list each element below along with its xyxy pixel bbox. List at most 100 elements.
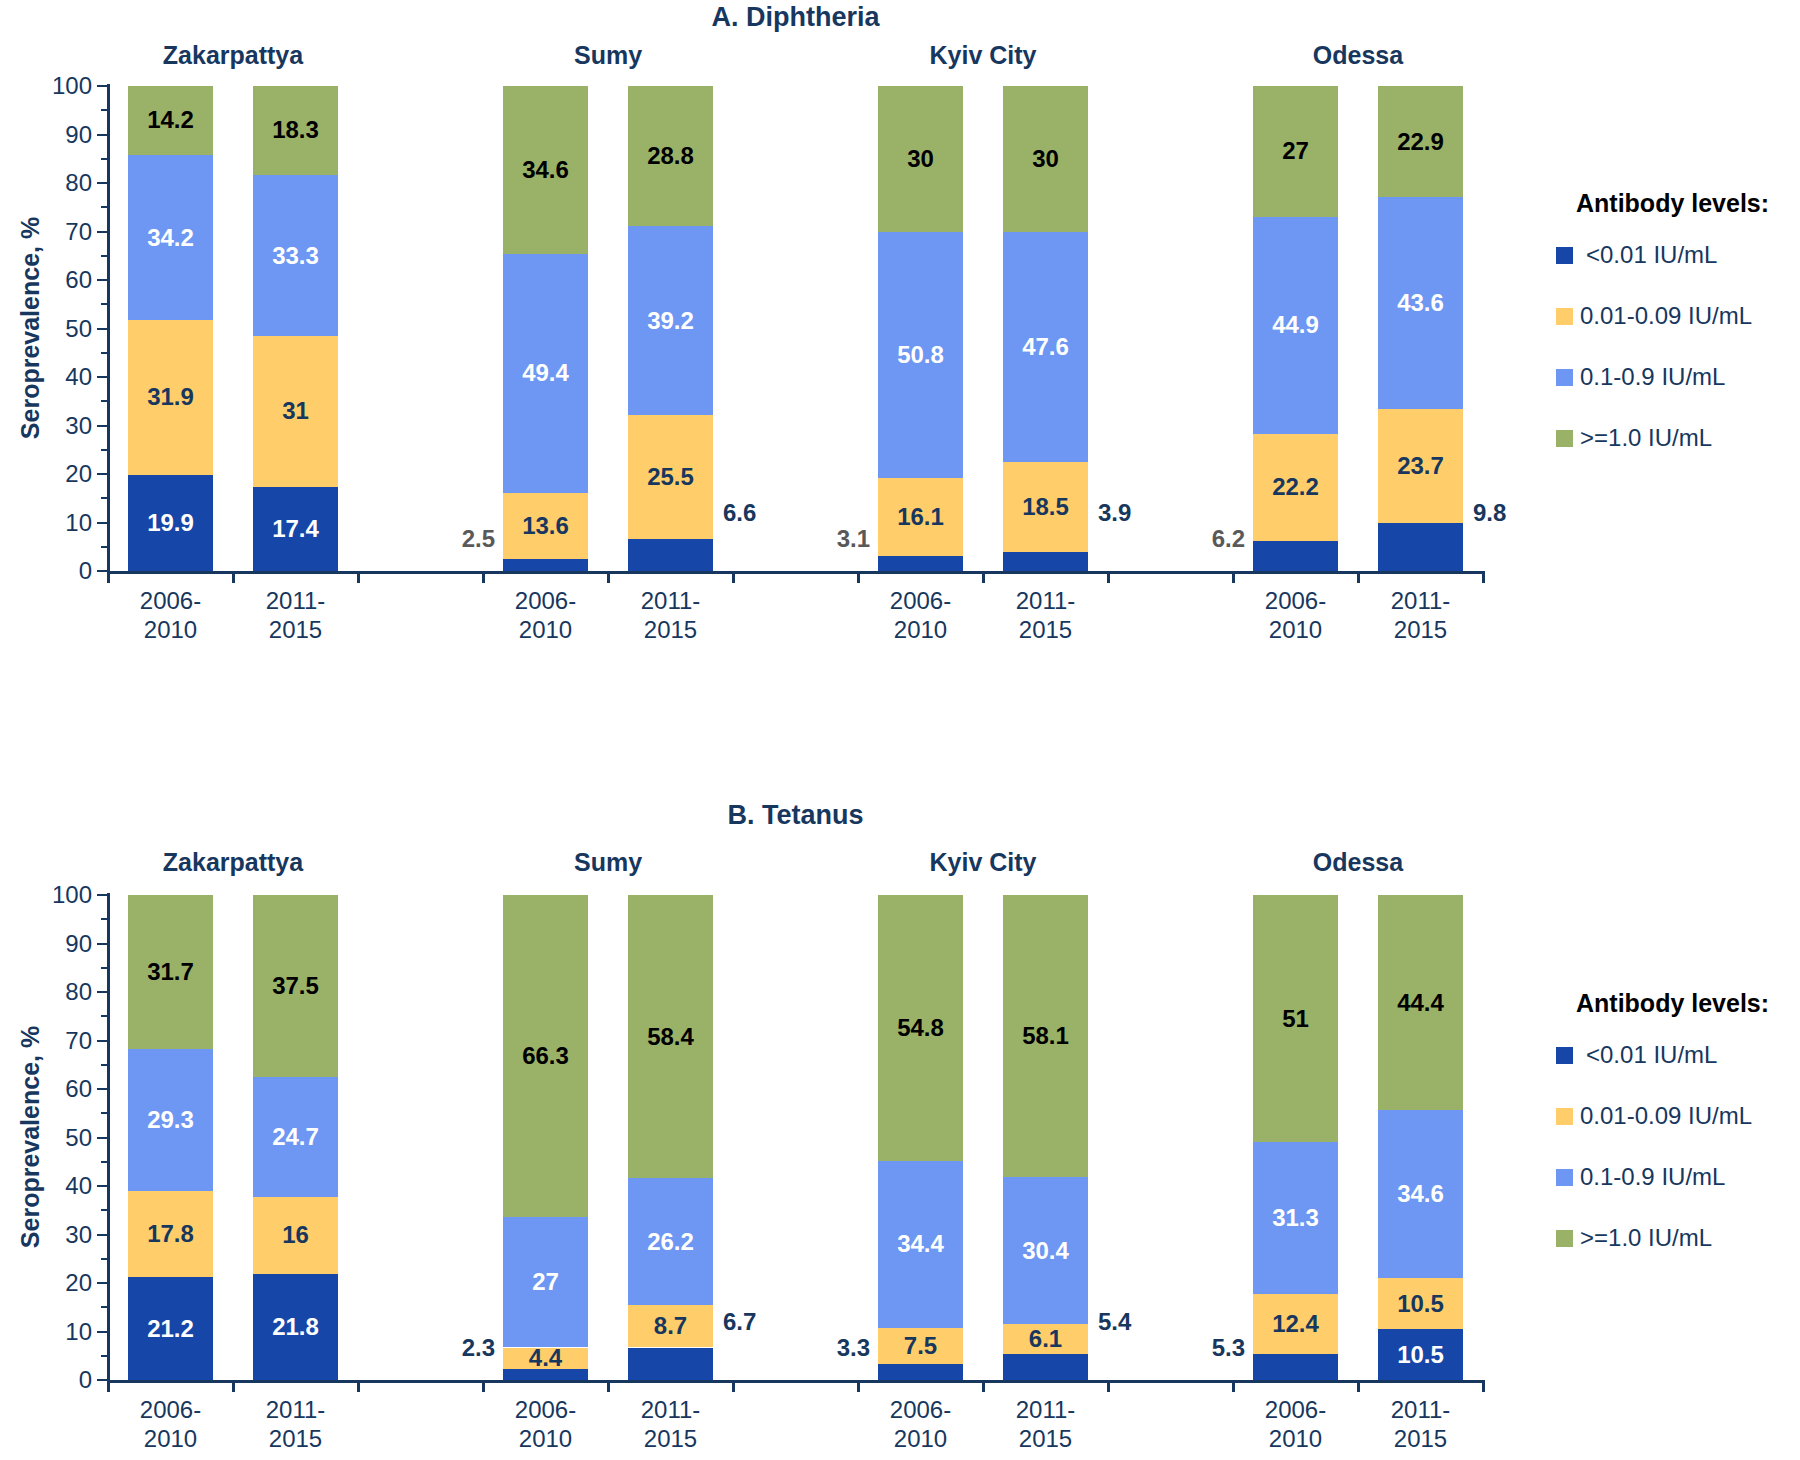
x-tick: [482, 571, 485, 583]
x-tick: [982, 1380, 985, 1392]
y-minor-tick: [101, 400, 108, 402]
bar-outside-label: 5.3: [1157, 1333, 1245, 1363]
bar-segment-label: 47.6: [983, 332, 1108, 362]
y-major-tick: [97, 182, 108, 184]
bar-segment-label: 58.4: [608, 1022, 733, 1052]
y-major-tick: [97, 1331, 108, 1333]
bar-segment-label: 17.4: [233, 514, 358, 544]
bar-segment-label: 39.2: [608, 306, 733, 336]
bar-segment: [878, 556, 963, 571]
figure-canvas: A. Diphtheria Seroprevalence, % Zakarpat…: [0, 0, 1800, 1460]
bar-segment: [878, 86, 963, 232]
bar-segment: [628, 86, 713, 226]
bar-segment-label: 12.4: [1233, 1309, 1358, 1339]
bar-segment: [128, 86, 213, 155]
y-major-tick: [97, 85, 108, 87]
bar-outside-label: 6.2: [1157, 524, 1245, 554]
y-minor-tick: [101, 918, 108, 920]
y-minor-tick: [101, 303, 108, 305]
x-axis-period-label: 2006- 2010: [856, 586, 986, 644]
legend-item: 0.1-0.9 IU/mL: [1556, 362, 1800, 392]
y-major-tick: [97, 134, 108, 136]
x-tick: [607, 571, 610, 583]
y-major-tick: [97, 1137, 108, 1139]
bar-segment-label: 22.9: [1358, 127, 1483, 157]
y-major-tick: [97, 1282, 108, 1284]
bar-segment-label: 31.3: [1233, 1203, 1358, 1233]
chart-b-legend: Antibody levels: <0.01 IU/mL 0.01-0.09 I…: [1556, 988, 1800, 1253]
bar-segment-label: 16: [233, 1220, 358, 1250]
y-minor-tick: [101, 158, 108, 160]
legend-title: Antibody levels:: [1556, 988, 1800, 1018]
bar-segment: [503, 254, 588, 493]
legend-item: 0.01-0.09 IU/mL: [1556, 301, 1800, 331]
chart-a-y-axis-title: Seroprevalence, %: [15, 78, 45, 578]
x-tick: [857, 1380, 860, 1392]
bar-segment-label: 24.7: [233, 1122, 358, 1152]
bar-segment-label: 34.6: [1358, 1179, 1483, 1209]
x-axis-period-label: 2011- 2015: [231, 1395, 361, 1453]
bar-segment: [253, 487, 338, 571]
bar-segment: [878, 1364, 963, 1380]
bar-segment: [1003, 1354, 1088, 1380]
y-major-tick: [97, 570, 108, 572]
legend-swatch-green-icon: [1556, 430, 1573, 447]
bar-segment-label: 22.2: [1233, 472, 1358, 502]
x-tick: [232, 1380, 235, 1392]
bar-segment-label: 25.5: [608, 462, 733, 492]
x-tick: [357, 1380, 360, 1392]
bar-segment-label: 33.3: [233, 241, 358, 271]
legend-item: <0.01 IU/mL: [1556, 240, 1800, 270]
region-header: Zakarpattya: [83, 847, 383, 877]
x-tick: [107, 571, 110, 583]
y-major-tick: [97, 522, 108, 524]
y-minor-tick: [101, 206, 108, 208]
y-major-tick: [97, 943, 108, 945]
bar-segment-label: 27: [1233, 136, 1358, 166]
x-axis-period-label: 2006- 2010: [856, 1395, 986, 1453]
y-major-tick: [97, 1040, 108, 1042]
y-major-tick: [97, 1088, 108, 1090]
bar-segment-label: 44.9: [1233, 310, 1358, 340]
y-major-tick: [97, 894, 108, 896]
bar-outside-label: 6.7: [723, 1307, 811, 1337]
y-axis-line: [107, 893, 110, 1380]
bar-segment: [878, 478, 963, 556]
bar-outside-label: 6.6: [723, 498, 811, 528]
bar-segment: [1378, 1110, 1463, 1278]
bar-segment: [1003, 462, 1088, 552]
y-axis-line: [107, 84, 110, 571]
y-major-tick: [97, 328, 108, 330]
bar-segment: [503, 1348, 588, 1369]
chart-a-plot-area: ZakarpattyaSumyKyiv CityOdessa0102030405…: [0, 0, 1800, 1460]
bar-segment: [628, 1305, 713, 1347]
bar-segment-label: 66.3: [483, 1041, 608, 1071]
legend-swatch-green-icon: [1556, 1230, 1573, 1247]
chart-b-title: B. Tetanus: [108, 800, 1483, 831]
legend-item-label: <0.01 IU/mL: [1580, 241, 1717, 269]
bar-segment-label: 30.4: [983, 1236, 1108, 1266]
legend-swatch-yellow-icon: [1556, 308, 1573, 325]
x-axis-period-label: 2006- 2010: [106, 586, 236, 644]
x-axis-period-label: 2006- 2010: [106, 1395, 236, 1453]
bar-segment-label: 31.7: [108, 957, 233, 987]
bar-segment: [1003, 895, 1088, 1177]
x-axis-period-label: 2011- 2015: [606, 1395, 736, 1453]
y-major-tick: [97, 1234, 108, 1236]
x-tick: [1482, 571, 1485, 583]
legend-item: >=1.0 IU/mL: [1556, 1223, 1800, 1253]
bar-segment: [628, 895, 713, 1178]
bar-segment: [503, 559, 588, 571]
bar-segment-label: 51: [1233, 1004, 1358, 1034]
region-header: Sumy: [458, 40, 758, 70]
bar-segment-label: 58.1: [983, 1021, 1108, 1051]
bar-segment: [1253, 1142, 1338, 1294]
legend-swatch-dark-blue-icon: [1556, 247, 1573, 264]
legend-swatch-light-blue-icon: [1556, 1169, 1573, 1186]
bar-segment: [253, 86, 338, 175]
x-axis-line: [107, 1380, 1485, 1383]
region-header: Kyiv City: [833, 847, 1133, 877]
bar-segment-label: 7.5: [858, 1331, 983, 1361]
bar-segment: [128, 1277, 213, 1380]
x-axis-period-label: 2006- 2010: [1231, 586, 1361, 644]
